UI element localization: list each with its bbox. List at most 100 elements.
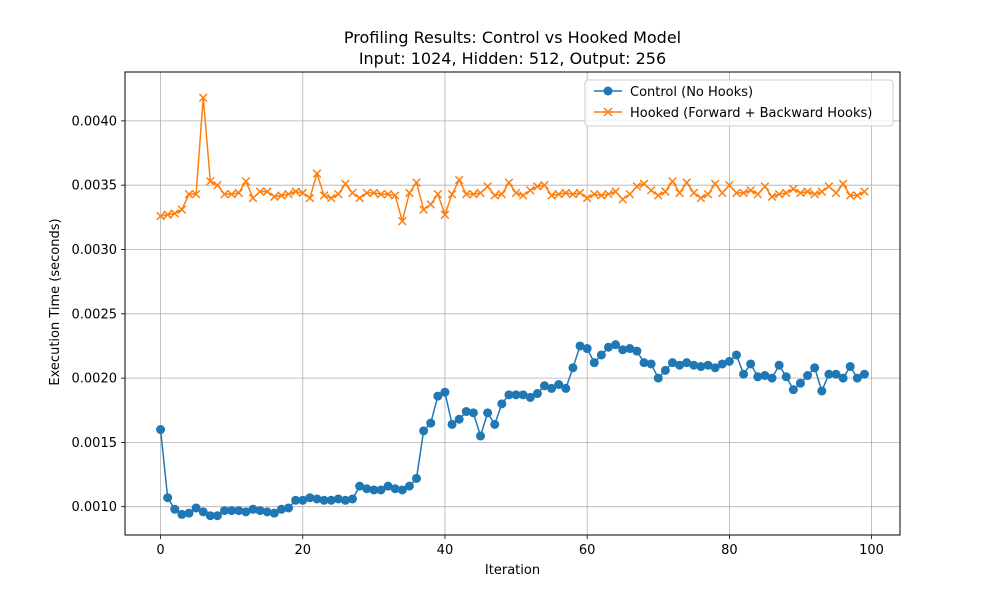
control-point [376,485,386,495]
hooked-point [440,210,450,220]
hooked-point [234,188,244,198]
control-point [262,507,272,517]
hooked-point [490,191,500,200]
control-point [539,381,549,391]
hooked-point [333,189,343,199]
hooked-point [838,179,848,189]
control-point [824,369,834,379]
control-point [326,495,336,505]
hooked-point [390,191,400,200]
control-point [227,506,237,516]
control-point [660,365,670,375]
hooked-point [547,191,556,200]
hooked-point [205,176,215,186]
series-control [156,340,869,521]
hooked-point [732,188,741,198]
control-point [412,473,422,483]
control-point [191,503,201,513]
hooked-point [419,205,428,214]
hooked-point [255,187,265,196]
hooked-point [540,180,549,190]
y-tick-label: 0.0015 [72,436,118,451]
chart-title: Profiling Results: Control vs Hooked Mod… [344,28,681,47]
hooked-point [653,191,663,200]
hooked-point [561,188,571,198]
control-point [731,350,741,360]
control-point [795,378,805,388]
legend-hooked-label: Hooked (Forward + Backward Hooks) [630,106,872,121]
control-point [511,390,521,400]
hooked-point [504,178,514,187]
hooked-point [412,178,421,187]
hooked-point [461,189,471,199]
y-tick-label: 0.0010 [72,500,118,515]
control-point [596,350,606,360]
hooked-point [760,182,770,191]
hooked-point [511,188,521,198]
hooked-point [213,180,222,190]
hooked-point [433,189,443,199]
hooked-point [554,189,564,199]
control-point [589,358,599,368]
control-point [817,386,827,396]
y-tick-label: 0.0030 [72,243,118,258]
control-point [788,385,798,395]
x-axis-label: Iteration [485,563,540,578]
hooked-point [298,188,308,198]
x-tick-label: 40 [437,543,454,558]
control-point [276,504,286,514]
hooked-point [476,188,485,198]
control-point [653,373,663,383]
control-point [220,506,230,516]
x-axis-ticks: 0 20 40 60 80 100 [156,535,884,558]
control-point [710,363,720,373]
hooked-point [824,182,834,191]
control-point [831,369,841,379]
hooked-point [575,188,585,198]
control-point [838,373,848,383]
hooked-point [753,189,763,199]
hooked-point [277,191,286,200]
legend-box [584,79,894,127]
control-point [753,372,763,382]
hooked-point [796,188,805,198]
hooked-point [284,189,293,199]
hooked-point [582,193,592,203]
control-point [397,485,407,495]
control-point [355,481,365,491]
control-point [497,399,507,409]
hooked-point [227,189,236,199]
hooked-point [625,189,635,199]
hooked-point [774,189,784,199]
control-point [781,372,791,382]
x-tick-label: 60 [579,543,596,558]
control-point [419,426,429,436]
y-axis-label: Execution Time (seconds) [48,218,63,385]
hooked-point [810,189,820,199]
legend: Control (No Hooks) Hooked (Forward + Bac… [584,79,894,127]
hooked-point [710,179,720,189]
hooked-point [312,169,322,178]
control-point [248,504,258,514]
hooked-point [661,187,670,196]
control-point [575,341,585,351]
hooked-point [597,191,606,200]
control-point [859,369,869,379]
x-tick-label: 20 [294,543,311,558]
control-point [284,503,294,513]
hooked-point [305,193,315,203]
hooked-point [383,189,393,199]
hooked-point [319,191,329,200]
hooked-point [725,180,734,190]
hooked-point [497,189,507,199]
hooked-point [170,209,180,218]
legend-control-marker [603,86,613,96]
control-point [476,431,486,441]
hooked-point [682,178,692,187]
hooked-point [262,187,272,196]
hooked-point [689,188,699,198]
hooked-point [632,182,642,191]
control-point [305,493,315,503]
control-point [184,508,194,518]
control-point [404,481,414,491]
